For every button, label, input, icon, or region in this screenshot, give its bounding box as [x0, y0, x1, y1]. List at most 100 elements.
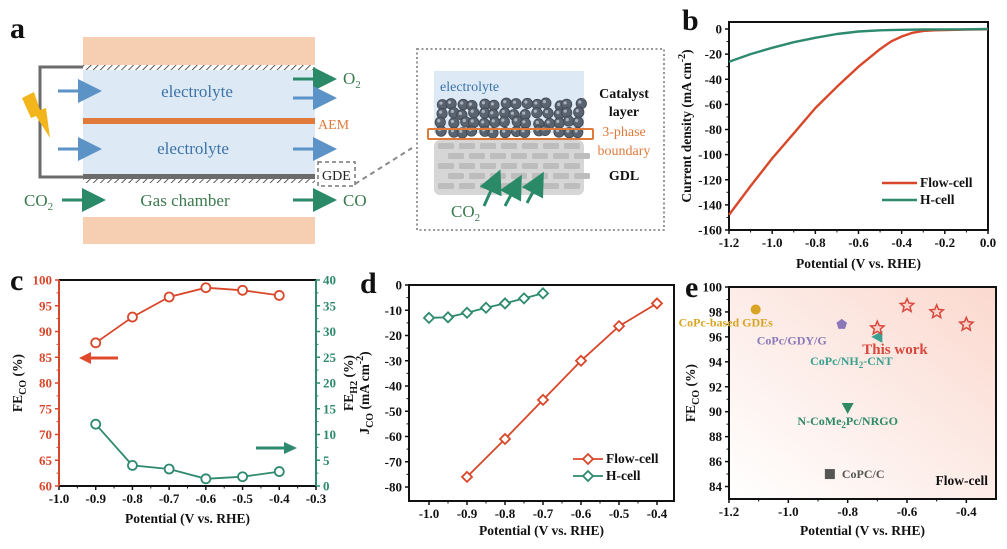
data-point-h-cell — [498, 297, 512, 310]
catalyst-particle — [521, 97, 533, 110]
y-tick-label: -60 — [705, 97, 722, 112]
catalyst-particle — [531, 107, 543, 119]
gdl-pore — [480, 143, 496, 149]
x-axis-label: Potential (V vs. RHE) — [800, 523, 925, 538]
gdl-pore — [574, 153, 590, 159]
data-point-h-cell — [517, 292, 531, 305]
three-phase-label-1: 3-phase — [602, 125, 646, 140]
particle-highlight — [450, 109, 454, 113]
y-tick-label: 0 — [396, 278, 403, 293]
gdl-pore — [564, 143, 580, 149]
electrolyte-label-top: electrolyte — [161, 82, 233, 101]
plot-background — [729, 287, 996, 499]
series-line-fe_h2 — [95, 423, 280, 480]
particle-highlight — [566, 129, 570, 133]
data-point-fe_co — [273, 290, 285, 301]
gdl-pore — [490, 153, 506, 159]
particle-highlight — [556, 119, 560, 124]
catalyst-particle — [498, 116, 510, 128]
particle-highlight — [521, 129, 525, 133]
marker-square — [824, 469, 835, 480]
marker-triangle-down — [841, 402, 854, 414]
particle-highlight — [438, 110, 443, 114]
particle-highlight — [544, 110, 549, 114]
y-tick-label: 65 — [39, 453, 53, 468]
x-tick-label: -0.9 — [457, 506, 478, 521]
data-point-flow-cell — [650, 297, 664, 310]
particle-highlight — [512, 100, 517, 104]
y-tick-label: -20 — [705, 47, 722, 62]
x-tick-label: -0.5 — [609, 506, 630, 521]
co2-diffusion-arrow-3 — [521, 171, 544, 204]
gdl-pore — [459, 183, 475, 189]
particle-highlight — [481, 109, 485, 114]
gdl-pore — [438, 143, 454, 149]
gdl-pore — [438, 183, 454, 189]
gdl-pore — [511, 173, 527, 179]
corner-label: Flow-cell — [936, 473, 989, 488]
y-tick-label: 96 — [709, 329, 723, 344]
right-axis-arrowhead — [284, 442, 297, 454]
catalyst-layer-label-2: layer — [609, 105, 639, 120]
point-label: CoPc/NH2-CNT — [810, 354, 893, 370]
y-tick-label: 84 — [709, 479, 723, 494]
gdl-pore — [480, 163, 496, 169]
panel-d-chart: d -1.0 -0.9 -0.8 -0.7 -0.6 -0.5 -0.4 0 -10 -20 -30… — [355, 267, 675, 538]
particle-highlight — [458, 111, 462, 116]
y-tick-label: 30 — [323, 324, 336, 339]
y-tick-label: -80 — [385, 480, 402, 495]
y-tick-label: 86 — [709, 454, 723, 469]
x-tick-label: -0.5 — [232, 491, 253, 506]
gdl-pore — [469, 173, 485, 179]
gdl-pore — [553, 153, 569, 159]
x-tick-label: -1.0 — [762, 235, 783, 250]
aem-label: AEM — [318, 118, 350, 133]
x-tick-label: -0.3 — [306, 491, 327, 506]
panel-label-a: a — [10, 12, 25, 45]
gdl-pore — [564, 163, 580, 169]
marker-pentagon — [836, 318, 847, 329]
particle-highlight — [437, 119, 441, 123]
data-point-fe_h2 — [273, 466, 285, 477]
x-tick-label: 0.0 — [980, 235, 996, 250]
zoom-connector-line — [354, 147, 413, 185]
x-axis-label: Potential (V vs. RHE) — [479, 523, 604, 538]
y-tick-label: 92 — [709, 379, 722, 394]
three-phase-label-2: boundary — [598, 144, 651, 159]
particle-highlight — [490, 102, 495, 106]
legend-marker — [581, 452, 595, 466]
catalyst-particle — [542, 107, 554, 119]
gdl-pore — [501, 163, 517, 169]
y-tick-label: 90 — [39, 324, 52, 339]
gdl-pore — [448, 173, 464, 179]
co2-diffusion-arrow-1 — [479, 169, 502, 207]
electrolyte-label-bottom: electrolyte — [157, 139, 229, 158]
left-axis-arrowhead — [79, 352, 91, 364]
particle-highlight — [542, 100, 546, 104]
series-line-flow-cell — [466, 302, 658, 478]
this-work-star — [898, 296, 916, 313]
x-axis-label: Potential (V vs. RHE) — [796, 256, 921, 271]
plot-frame — [408, 284, 675, 502]
catalyst-particle — [510, 98, 522, 110]
data-point-fe_h2 — [127, 459, 138, 471]
data-point-h-cell — [460, 306, 474, 320]
particle-highlight — [470, 109, 474, 113]
data-point-fe_co — [237, 284, 248, 296]
particle-highlight — [491, 119, 495, 123]
panel-label-b: b — [682, 4, 699, 37]
y-tick-label: -70 — [385, 454, 402, 469]
inset-co2-label: CO2 — [451, 202, 480, 224]
gde-layer — [83, 174, 315, 179]
gdl-label: GDL — [609, 169, 639, 184]
top-plate — [83, 37, 315, 65]
aem-membrane — [83, 118, 315, 124]
legend-label: Flow-cell — [920, 175, 973, 190]
catalyst-particle — [500, 97, 512, 109]
particle-highlight — [447, 100, 452, 104]
x-tick-label: -0.4 — [647, 506, 668, 521]
three-phase-boundary-box — [427, 128, 594, 140]
co2-inlet-label: CO2 — [24, 191, 53, 213]
x-tick-label: -0.6 — [571, 506, 592, 521]
